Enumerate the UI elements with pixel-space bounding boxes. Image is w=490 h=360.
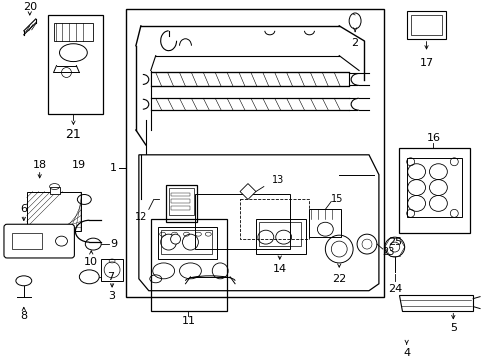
Text: 3: 3 [109, 291, 116, 301]
Bar [256, 219, 305, 254]
Text: 10: 10 [84, 257, 98, 267]
Text: 12: 12 [135, 212, 147, 222]
Text: 14: 14 [272, 264, 287, 274]
Polygon shape [240, 184, 256, 199]
Text: 22: 22 [332, 274, 346, 284]
Bar [399, 148, 470, 233]
Bar [166, 185, 197, 222]
Bar [151, 72, 349, 86]
Text: 13: 13 [271, 175, 284, 185]
Bar [411, 15, 442, 35]
Text: 23: 23 [383, 247, 395, 257]
Text: 24: 24 [388, 284, 402, 294]
Text: 5: 5 [450, 323, 457, 333]
Text: 25: 25 [388, 237, 402, 247]
FancyBboxPatch shape [4, 224, 74, 258]
Text: 17: 17 [419, 58, 434, 68]
Bar [171, 199, 191, 203]
Bar [171, 206, 191, 210]
Text: 1: 1 [110, 163, 117, 173]
Text: 20: 20 [23, 2, 37, 12]
Bar [196, 194, 290, 249]
Polygon shape [399, 295, 473, 311]
Text: 21: 21 [66, 129, 81, 141]
Bar [407, 11, 446, 39]
Bar [158, 227, 217, 259]
Text: 19: 19 [73, 160, 86, 170]
Text: 2: 2 [351, 38, 359, 48]
Bar [48, 15, 103, 114]
Text: 6: 6 [20, 204, 27, 214]
Bar [171, 193, 191, 197]
Bar [169, 188, 195, 215]
Bar [407, 158, 462, 217]
Bar [126, 9, 384, 297]
Text: 16: 16 [426, 133, 441, 143]
Bar [49, 186, 59, 194]
Text: 9: 9 [111, 239, 118, 249]
Bar [53, 23, 93, 41]
Bar [161, 230, 212, 254]
Bar [101, 259, 123, 281]
Bar [259, 222, 300, 246]
Ellipse shape [171, 234, 180, 244]
Bar [12, 233, 42, 249]
Text: 7: 7 [107, 272, 115, 282]
Bar [27, 192, 81, 231]
Polygon shape [139, 155, 379, 291]
Text: 11: 11 [181, 316, 196, 327]
Text: 15: 15 [331, 194, 343, 204]
Text: 8: 8 [20, 311, 27, 321]
Bar [310, 210, 341, 237]
Bar [151, 219, 227, 311]
Bar [240, 199, 310, 239]
Text: 4: 4 [403, 348, 410, 358]
Text: 18: 18 [33, 160, 47, 170]
